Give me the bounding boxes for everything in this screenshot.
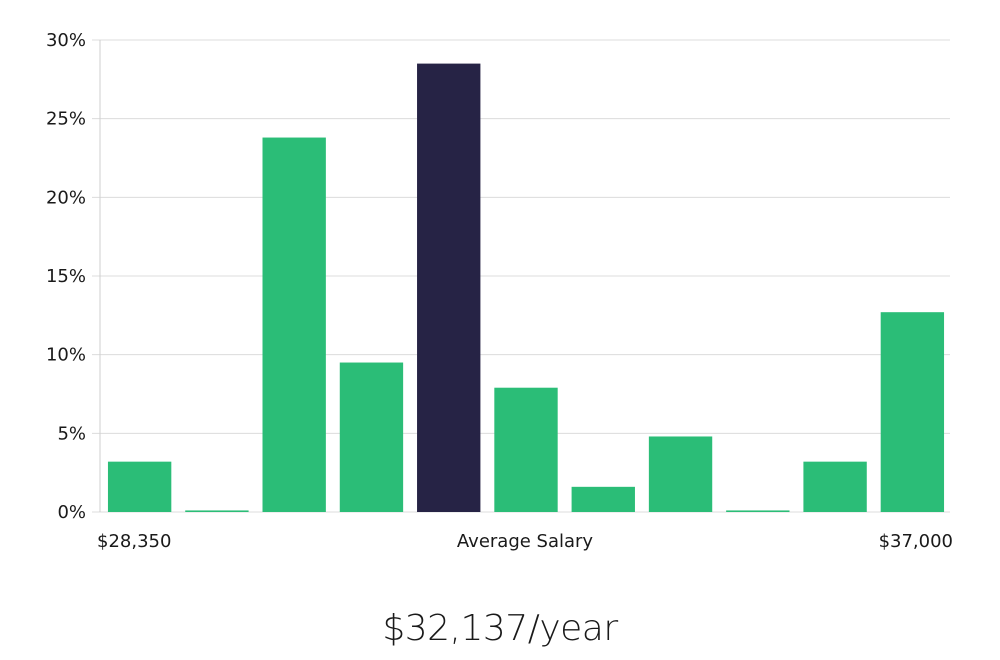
- bar: [803, 461, 867, 512]
- bar: [107, 461, 172, 512]
- y-tick-label: 5%: [57, 423, 86, 444]
- bar: [185, 510, 249, 512]
- y-tick-label: 20%: [46, 187, 86, 208]
- salary-histogram: 0% 5% 10% 15% 20% 25% 30% $28,350 Average Sala…: [46, 30, 953, 552]
- bar: [494, 387, 558, 512]
- y-tick-label: 15%: [46, 266, 86, 287]
- y-tick-label: 0%: [57, 502, 86, 523]
- y-tick-label: 10%: [46, 345, 86, 366]
- y-tick-label: 30%: [46, 30, 86, 51]
- x-center-label: Average Salary: [457, 531, 594, 552]
- bar: [726, 510, 790, 512]
- bar: [262, 137, 326, 512]
- x-min-label: $28,350: [97, 531, 171, 552]
- bar: [648, 436, 713, 512]
- x-max-label: $37,000: [879, 531, 953, 552]
- bar: [339, 362, 404, 512]
- gridlines: [92, 39, 950, 513]
- y-tick-label: 25%: [46, 109, 86, 130]
- y-axis-ticks: 0% 5% 10% 15% 20% 25% 30%: [46, 30, 86, 523]
- bar: [880, 312, 945, 512]
- average-salary-summary: $32,137/year: [382, 608, 618, 649]
- bar: [571, 486, 635, 512]
- x-axis-labels: $28,350 Average Salary $37,000: [97, 531, 953, 552]
- bar-average-salary: [417, 63, 481, 512]
- bars: [107, 63, 945, 512]
